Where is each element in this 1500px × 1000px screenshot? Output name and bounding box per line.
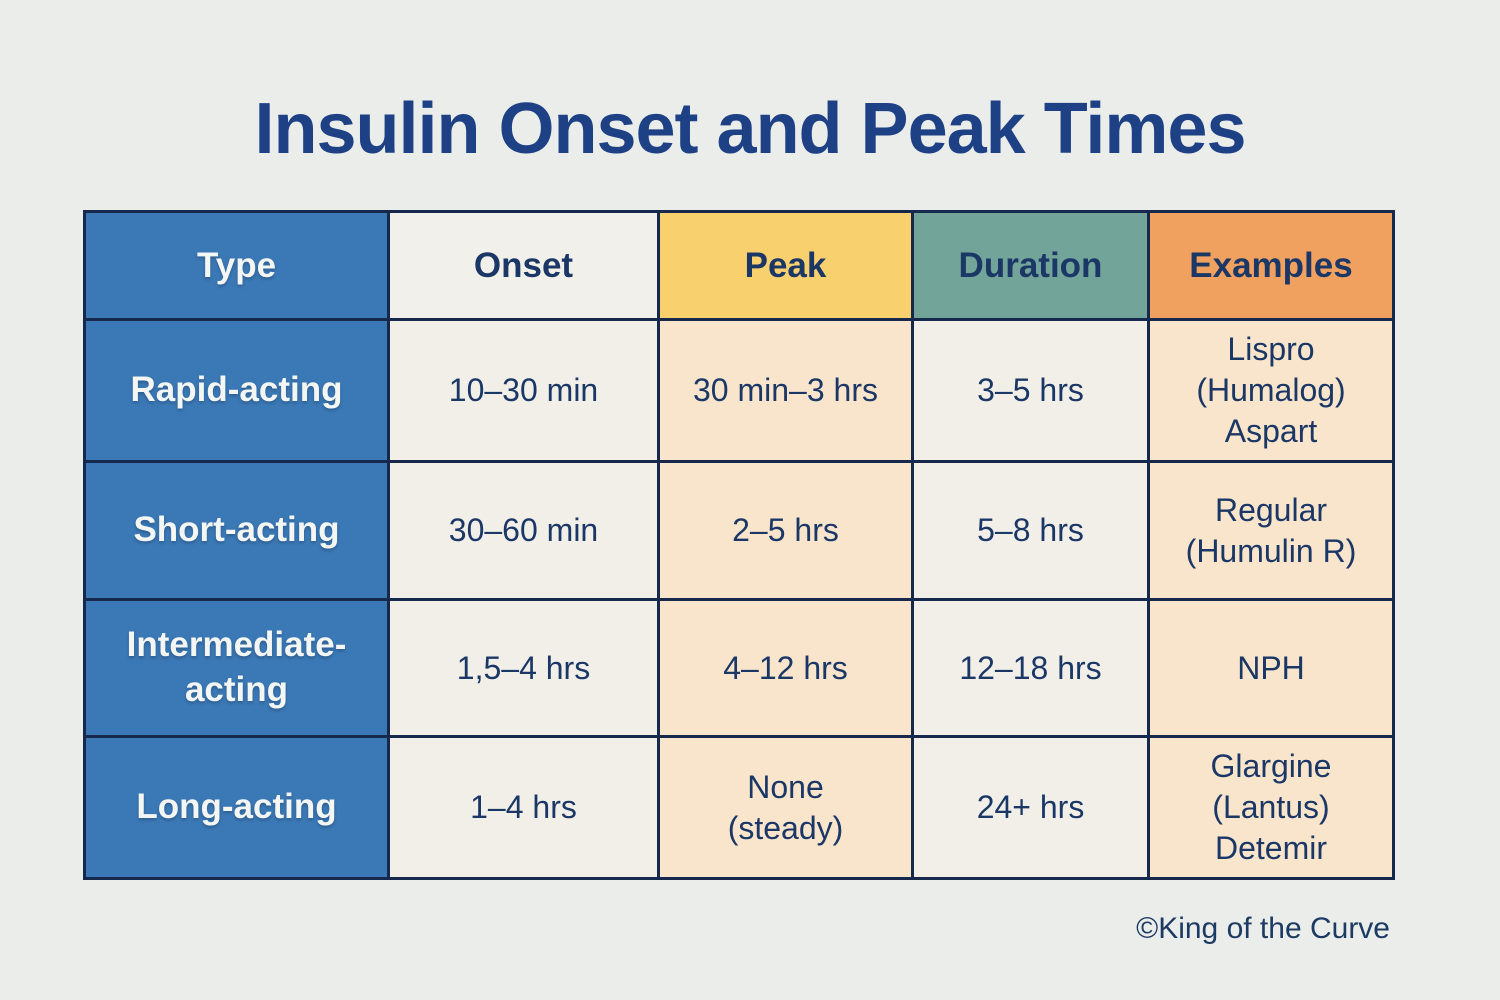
cell-short-duration: 5–8 hrs: [911, 460, 1150, 601]
insulin-times-table: Type Onset Peak Duration Examples Rapid-…: [83, 210, 1395, 880]
column-header-examples: Examples: [1147, 210, 1395, 321]
row-header-intermediate-acting: Intermediate- acting: [83, 598, 390, 738]
cell-rapid-onset: 10–30 min: [387, 318, 660, 463]
cell-intermediate-onset: 1,5–4 hrs: [387, 598, 660, 738]
column-header-duration: Duration: [911, 210, 1150, 321]
header-row: Type Onset Peak Duration Examples: [83, 210, 1395, 321]
cell-rapid-duration: 3–5 hrs: [911, 318, 1150, 463]
column-header-type: Type: [83, 210, 390, 321]
cell-short-peak: 2–5 hrs: [657, 460, 914, 601]
table-row-intermediate-acting: Intermediate- acting 1,5–4 hrs 4–12 hrs …: [83, 598, 1395, 738]
cell-long-duration: 24+ hrs: [911, 735, 1150, 880]
cell-intermediate-examples: NPH: [1147, 598, 1395, 738]
table-row-rapid-acting: Rapid-acting 10–30 min 30 min–3 hrs 3–5 …: [83, 318, 1395, 463]
page-title: Insulin Onset and Peak Times: [254, 89, 1246, 169]
cell-short-examples: Regular (Humulin R): [1147, 460, 1395, 601]
table-row-short-acting: Short-acting 30–60 min 2–5 hrs 5–8 hrs R…: [83, 460, 1395, 601]
table-row-long-acting: Long-acting 1–4 hrs None (steady) 24+ hr…: [83, 735, 1395, 880]
cell-rapid-peak: 30 min–3 hrs: [657, 318, 914, 463]
cell-intermediate-peak: 4–12 hrs: [657, 598, 914, 738]
cell-long-onset: 1–4 hrs: [387, 735, 660, 880]
copyright-credit: ©King of the Curve: [1136, 912, 1390, 945]
cell-rapid-examples: Lispro (Humalog) Aspart: [1147, 318, 1395, 463]
row-header-rapid-acting: Rapid-acting: [83, 318, 390, 463]
cell-short-onset: 30–60 min: [387, 460, 660, 601]
row-header-long-acting: Long-acting: [83, 735, 390, 880]
column-header-onset: Onset: [387, 210, 660, 321]
cell-long-examples: Glargine (Lantus) Detemir: [1147, 735, 1395, 880]
cell-long-peak: None (steady): [657, 735, 914, 880]
row-header-short-acting: Short-acting: [83, 460, 390, 601]
cell-intermediate-duration: 12–18 hrs: [911, 598, 1150, 738]
column-header-peak: Peak: [657, 210, 914, 321]
